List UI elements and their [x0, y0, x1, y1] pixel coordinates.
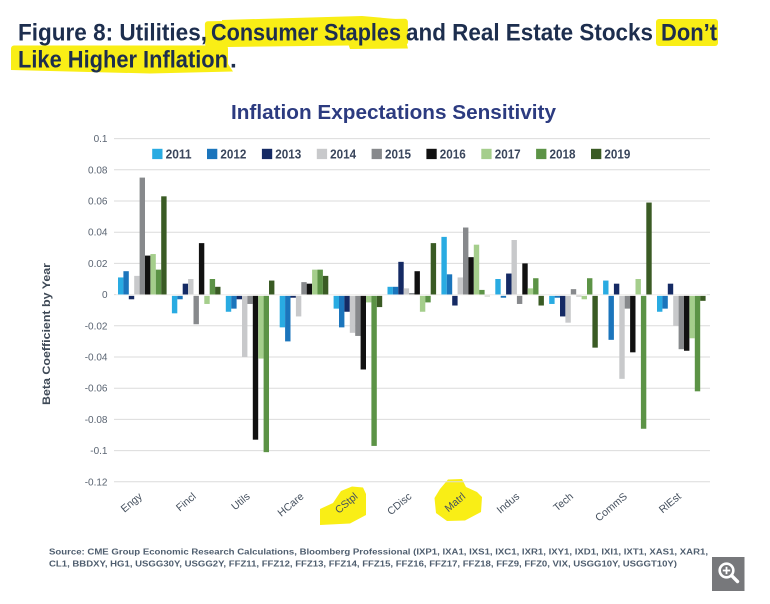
svg-text:Like Higher Inflation: Like Higher Inflation — [18, 47, 228, 74]
svg-text:Consumer Staples: Consumer Staples — [211, 20, 401, 47]
svg-text:0.04: 0.04 — [88, 228, 108, 239]
svg-text:Beta Coefficient by Year: Beta Coefficient by Year — [41, 262, 53, 405]
svg-text:-0.04: -0.04 — [85, 353, 108, 364]
svg-text:Inflation Expectations Sensiti: Inflation Expectations Sensitivity — [231, 102, 557, 124]
svg-text:-0.06: -0.06 — [85, 384, 108, 395]
svg-text:2013: 2013 — [275, 146, 301, 161]
svg-text:Tech: Tech — [551, 491, 576, 515]
svg-text:Utils: Utils — [229, 491, 252, 513]
svg-text:Source: CME Group Economic Res: Source: CME Group Economic Research Calc… — [49, 546, 708, 556]
svg-text:2012: 2012 — [220, 146, 246, 161]
svg-text:0: 0 — [102, 290, 108, 301]
svg-text:2019: 2019 — [604, 146, 630, 161]
svg-text:2014: 2014 — [330, 146, 357, 161]
svg-text:2017: 2017 — [495, 146, 521, 161]
svg-text:-0.08: -0.08 — [85, 415, 108, 426]
svg-text:-0.12: -0.12 — [85, 477, 108, 488]
svg-text:RlEst: RlEst — [657, 491, 684, 516]
svg-text:-0.02: -0.02 — [85, 321, 108, 332]
svg-text:Figure 8: Utilities,: Figure 8: Utilities, — [18, 20, 207, 47]
svg-text:0.08: 0.08 — [88, 165, 108, 176]
svg-text:Don’t: Don’t — [661, 20, 717, 47]
svg-text:Engy: Engy — [119, 490, 146, 515]
svg-text:0.06: 0.06 — [88, 197, 108, 208]
svg-text:2015: 2015 — [385, 146, 411, 161]
svg-text:2018: 2018 — [550, 146, 576, 161]
svg-text:Indus: Indus — [495, 491, 522, 517]
svg-text:CommS: CommS — [593, 491, 630, 525]
svg-text:2011: 2011 — [166, 146, 192, 161]
svg-text:2016: 2016 — [440, 146, 466, 161]
svg-text:CL1, BBDXY, HG1, USGG30Y, USGG: CL1, BBDXY, HG1, USGG30Y, USGG2Y, FFZ11,… — [49, 559, 677, 569]
svg-text:0.1: 0.1 — [94, 134, 108, 145]
svg-text:-0.1: -0.1 — [90, 446, 108, 457]
svg-text:0.02: 0.02 — [88, 259, 108, 270]
svg-text:and Real Estate Stocks: and Real Estate Stocks — [406, 20, 653, 47]
svg-text:HCare: HCare — [275, 491, 306, 520]
svg-text:.: . — [230, 47, 237, 74]
svg-text:Fincl: Fincl — [174, 491, 199, 514]
svg-text:CDisc: CDisc — [385, 491, 414, 518]
